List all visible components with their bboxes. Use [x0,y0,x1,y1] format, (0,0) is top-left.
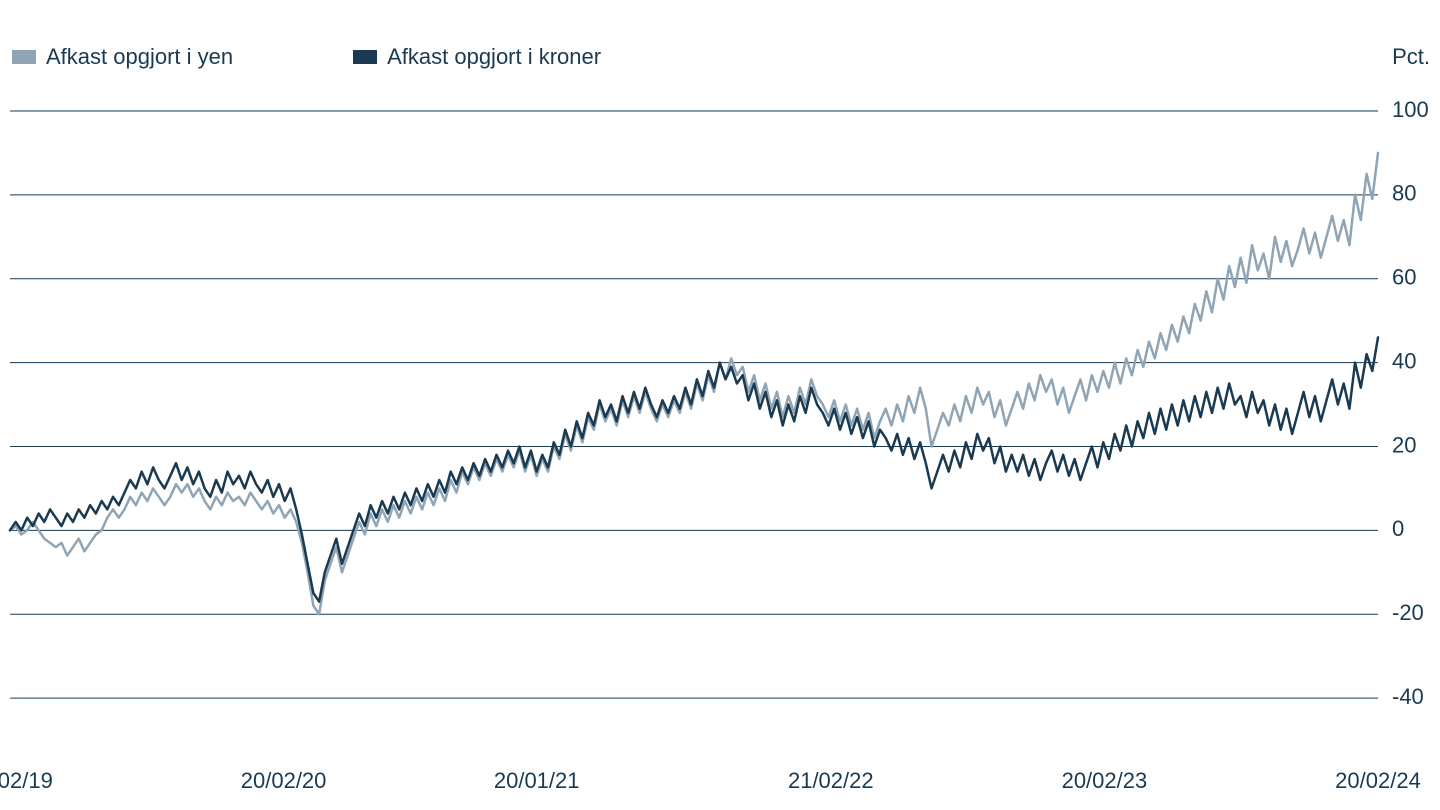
y-tick-label: 80 [1392,181,1416,206]
y-tick-label: -40 [1392,684,1424,709]
x-tick-label: 20/02/24 [1335,768,1421,793]
y-tick-label: 0 [1392,516,1404,541]
y-tick-labels: -40 -20 0 20 40 60 80 100 [1392,97,1429,709]
y-tick-label: 20 [1392,432,1416,457]
y-tick-label: -20 [1392,600,1424,625]
x-tick-label: 21/02/22 [788,768,874,793]
x-tick-label: 20/02/19 [0,768,53,793]
y-tick-label: 40 [1392,348,1416,373]
series-group [10,153,1378,614]
x-tick-label: 20/02/23 [1062,768,1148,793]
x-tick-label: 20/02/20 [241,768,327,793]
x-tick-label: 20/01/21 [494,768,580,793]
series-kroner [10,337,1378,601]
x-tick-labels: 20/02/19 20/02/20 20/01/21 21/02/22 20/02/23… [0,768,1421,793]
series-yen [10,153,1378,614]
y-tick-label: 60 [1392,265,1416,290]
y-tick-label: 100 [1392,97,1429,122]
plot-svg: -40 -20 0 20 40 60 80 100 20/02/19 20/02/20 20/01… [0,0,1440,810]
return-chart: Afkast opgjort i yen Afkast opgjort i kr… [0,0,1440,810]
